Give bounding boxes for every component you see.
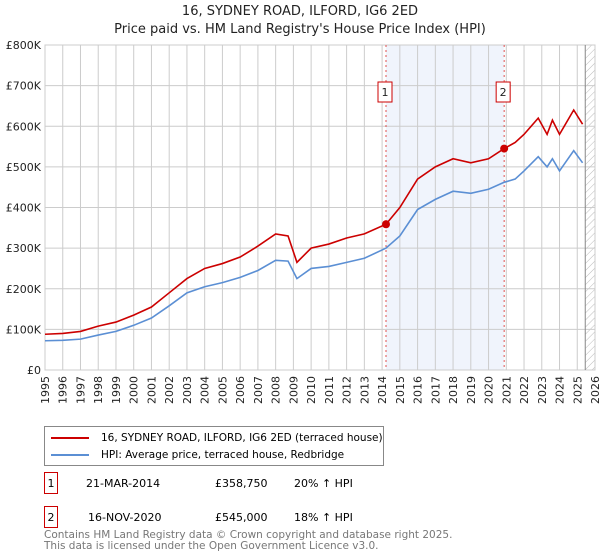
x-tick-label: 2015 xyxy=(394,376,407,404)
x-tick-label: 2024 xyxy=(554,376,567,404)
x-tick-label: 2017 xyxy=(429,376,442,404)
transaction-hpi: 18% ↑ HPI xyxy=(294,510,353,524)
transaction-badge: 1 xyxy=(44,472,58,494)
y-tick-label: £700K xyxy=(6,80,42,93)
marker-badge xyxy=(377,81,393,103)
x-tick-label: 2016 xyxy=(412,376,425,404)
legend-label-property: 16, SYDNEY ROAD, ILFORD, IG6 2ED (terrac… xyxy=(101,431,383,444)
transaction-row: 1 21-MAR-2014 £358,750 20% ↑ HPI xyxy=(44,472,353,494)
x-tick-label: 2012 xyxy=(341,376,354,404)
y-tick-label: £200K xyxy=(6,283,42,296)
x-tick-label: 2009 xyxy=(287,376,300,404)
sale-point xyxy=(382,220,390,229)
x-tick-label: 2008 xyxy=(270,376,283,404)
chart-title: 16, SYDNEY ROAD, ILFORD, IG6 2ED xyxy=(181,4,419,19)
y-tick-label: £500K xyxy=(6,161,42,174)
plot-border xyxy=(44,44,596,371)
x-tick-label: 2011 xyxy=(323,376,336,404)
x-tick-label: 1997 xyxy=(74,376,87,404)
x-tick-label: 1995 xyxy=(39,376,52,404)
x-tick-label: 2013 xyxy=(358,376,371,404)
x-tick-label: 1998 xyxy=(92,376,105,404)
chart-subtitle: Price paid vs. HM Land Registry's House … xyxy=(114,22,486,37)
legend-swatch-property xyxy=(51,436,89,439)
price-line xyxy=(44,108,584,336)
x-tick-label: 2022 xyxy=(518,376,531,404)
transaction-date: 16-NOV-2020 xyxy=(88,510,162,524)
x-tick-label: 2025 xyxy=(571,376,584,404)
x-tick-label: 2014 xyxy=(376,376,389,404)
footer-copyright: Contains HM Land Registry data © Crown c… xyxy=(44,529,453,541)
x-tick-label: 2004 xyxy=(199,376,212,404)
plot-area: 1995 1996 1997 1998 1999 2000 2001 2002 2003 2004… xyxy=(6,39,600,404)
x-tick-label: 2021 xyxy=(500,376,513,404)
x-tick-label: 2018 xyxy=(447,376,460,404)
marker-label: 1 xyxy=(382,86,389,99)
transaction-price: £545,000 xyxy=(215,510,268,524)
y-tick-label: £300K xyxy=(6,242,42,255)
hpi-line xyxy=(44,149,584,342)
x-tick-label: 2020 xyxy=(483,376,496,404)
footer: Contains HM Land Registry data © Crown c… xyxy=(44,530,452,552)
y-tick-label: £0 xyxy=(27,364,41,377)
x-tick-label: 2010 xyxy=(305,376,318,404)
y-tick-label: £600K xyxy=(6,120,42,133)
marker-label: 2 xyxy=(500,86,507,99)
transaction-badge: 2 xyxy=(44,506,58,528)
y-tick-label: £800K xyxy=(6,39,42,52)
transaction-price: £358,750 xyxy=(215,476,268,490)
x-tick-label: 1999 xyxy=(110,376,123,404)
y-tick-label: £100K xyxy=(6,323,42,336)
transaction-hpi: 20% ↑ HPI xyxy=(294,476,353,490)
x-tick-label: 2000 xyxy=(128,376,141,404)
x-tick-label: 2002 xyxy=(163,376,176,404)
x-tick-label: 2026 xyxy=(589,376,600,404)
x-tick-label: 2007 xyxy=(252,376,265,404)
sale-point xyxy=(500,144,509,153)
legend-swatch-hpi xyxy=(51,453,89,456)
x-tick-label: 2019 xyxy=(465,376,478,404)
legend-label-hpi: HPI: Average price, terraced house, Redb… xyxy=(101,448,345,461)
x-tick-label: 2001 xyxy=(145,376,158,404)
marker-badge xyxy=(495,81,511,103)
x-tick-label: 2006 xyxy=(234,376,247,404)
x-tick-label: 2005 xyxy=(216,376,229,404)
transaction-row: 2 16-NOV-2020 £545,000 18% ↑ HPI xyxy=(44,506,353,528)
transaction-date: 21-MAR-2014 xyxy=(86,476,161,490)
y-tick-label: £400K xyxy=(6,202,42,215)
x-tick-label: 2003 xyxy=(181,376,194,404)
legend: 16, SYDNEY ROAD, ILFORD, IG6 2ED (terrac… xyxy=(44,426,384,466)
x-tick-label: 1996 xyxy=(57,376,70,404)
x-tick-label: 2023 xyxy=(536,376,549,404)
footer-licence: This data is licensed under the Open Gov… xyxy=(44,540,379,552)
